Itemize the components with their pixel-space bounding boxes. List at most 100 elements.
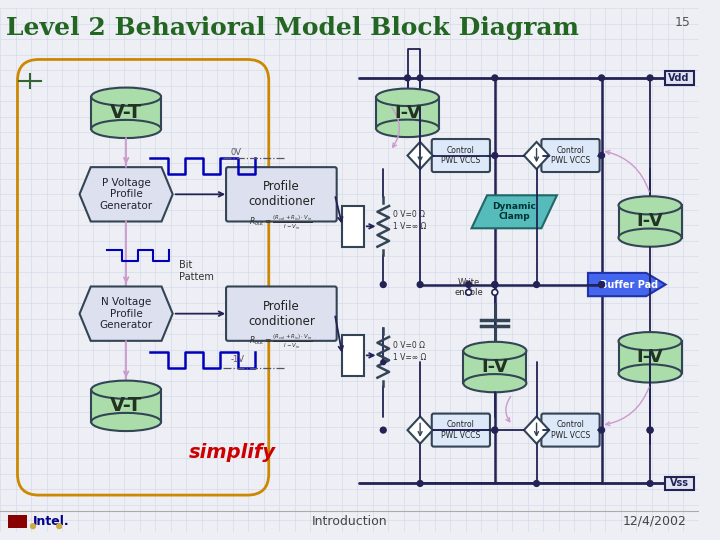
Circle shape: [492, 75, 498, 81]
Ellipse shape: [91, 413, 161, 431]
Polygon shape: [472, 195, 557, 228]
Text: I-V: I-V: [636, 348, 663, 366]
Bar: [618, 205, 682, 238]
Text: N Voltage
Profile
Generator: N Voltage Profile Generator: [99, 297, 153, 330]
Circle shape: [492, 153, 498, 158]
Ellipse shape: [618, 332, 682, 350]
Text: I-V: I-V: [394, 104, 421, 122]
Text: 0V: 0V: [231, 147, 242, 157]
Bar: [665, 71, 694, 85]
Text: 1 V=∞ Ω: 1 V=∞ Ω: [393, 353, 426, 362]
Text: 12/4/2002: 12/4/2002: [623, 515, 687, 528]
Circle shape: [30, 524, 35, 529]
Text: -1V: -1V: [231, 355, 245, 364]
FancyBboxPatch shape: [541, 139, 600, 172]
Bar: [618, 341, 682, 374]
Text: Vss: Vss: [670, 478, 688, 489]
Bar: [463, 351, 526, 383]
Circle shape: [647, 75, 653, 81]
Ellipse shape: [91, 381, 161, 399]
Text: Buffer Pad: Buffer Pad: [600, 280, 658, 289]
Circle shape: [534, 282, 539, 287]
Bar: [376, 97, 439, 129]
Text: Profile
conditioner: Profile conditioner: [248, 180, 315, 208]
Text: P Voltage
Profile
Generator: P Voltage Profile Generator: [99, 178, 153, 211]
Circle shape: [647, 427, 653, 433]
Circle shape: [647, 427, 653, 433]
Text: Intеl.: Intеl.: [33, 515, 70, 528]
Polygon shape: [524, 142, 549, 169]
Circle shape: [380, 282, 386, 287]
Ellipse shape: [618, 364, 682, 382]
Text: 1 V=∞ Ω: 1 V=∞ Ω: [393, 222, 426, 231]
Ellipse shape: [91, 87, 161, 106]
Text: Level 2 Behavioral Model Block Diagram: Level 2 Behavioral Model Block Diagram: [6, 16, 579, 40]
Polygon shape: [524, 416, 549, 444]
Text: $R_{out}=\frac{(R_{col}+R_{iv})\cdot V_{in}}{I-V_{in}}$: $R_{out}=\frac{(R_{col}+R_{iv})\cdot V_{…: [250, 333, 313, 352]
Text: 0 V=0 Ω: 0 V=0 Ω: [393, 210, 425, 219]
Circle shape: [598, 282, 605, 287]
Text: I-V: I-V: [636, 212, 663, 231]
Ellipse shape: [618, 196, 682, 214]
Bar: [343, 206, 364, 247]
Circle shape: [417, 75, 423, 81]
Circle shape: [417, 481, 423, 487]
Text: V-T: V-T: [110, 396, 143, 415]
Circle shape: [598, 427, 605, 433]
Text: Profile
conditioner: Profile conditioner: [248, 300, 315, 328]
Circle shape: [598, 75, 605, 81]
Circle shape: [492, 427, 498, 433]
Text: Control
PWL VCCS: Control PWL VCCS: [441, 421, 480, 440]
FancyBboxPatch shape: [432, 139, 490, 172]
Text: 0 V=0 Ω: 0 V=0 Ω: [393, 341, 425, 349]
Polygon shape: [588, 273, 665, 296]
Circle shape: [57, 524, 62, 529]
Circle shape: [492, 289, 498, 295]
Circle shape: [647, 481, 653, 487]
Circle shape: [466, 289, 472, 295]
Text: Control
PWL VCCS: Control PWL VCCS: [551, 421, 590, 440]
Circle shape: [381, 360, 386, 365]
Text: Dynamic
Clamp: Dynamic Clamp: [492, 202, 536, 221]
Circle shape: [598, 153, 605, 158]
Circle shape: [534, 481, 539, 487]
Circle shape: [492, 427, 498, 433]
FancyBboxPatch shape: [226, 287, 337, 341]
FancyBboxPatch shape: [541, 414, 600, 447]
Bar: [665, 477, 694, 490]
Text: Introduction: Introduction: [312, 515, 387, 528]
Ellipse shape: [463, 374, 526, 392]
Circle shape: [492, 282, 498, 287]
Ellipse shape: [376, 89, 439, 106]
Ellipse shape: [91, 120, 161, 138]
Circle shape: [380, 427, 386, 433]
Text: Control
PWL VCCS: Control PWL VCCS: [551, 146, 590, 165]
Ellipse shape: [463, 342, 526, 360]
Ellipse shape: [376, 120, 439, 137]
Text: I-V: I-V: [482, 358, 508, 376]
Text: Control
PWL VCCS: Control PWL VCCS: [441, 146, 480, 165]
Polygon shape: [80, 287, 173, 341]
Text: 15: 15: [675, 16, 690, 29]
Text: simplify: simplify: [189, 443, 276, 462]
Text: V-T: V-T: [110, 103, 143, 123]
Circle shape: [417, 282, 423, 287]
Ellipse shape: [618, 228, 682, 247]
Circle shape: [598, 282, 605, 287]
Polygon shape: [80, 167, 173, 221]
Bar: [91, 97, 161, 129]
Bar: [8, 515, 27, 528]
Circle shape: [492, 282, 498, 287]
Bar: [91, 390, 161, 422]
Circle shape: [405, 75, 410, 81]
Bar: [343, 335, 364, 376]
FancyBboxPatch shape: [432, 414, 490, 447]
Text: Bit
Pattem: Bit Pattem: [179, 260, 215, 282]
Polygon shape: [408, 142, 433, 169]
Text: Write
enable: Write enable: [454, 278, 483, 297]
Polygon shape: [408, 416, 433, 444]
Circle shape: [466, 282, 472, 287]
Text: Vdd: Vdd: [668, 73, 690, 83]
FancyBboxPatch shape: [226, 167, 337, 221]
Text: $R_{out}=\frac{(R_{col}+R_{iv})\cdot V_{in}}{I-V_{in}}$: $R_{out}=\frac{(R_{col}+R_{iv})\cdot V_{…: [250, 214, 313, 232]
